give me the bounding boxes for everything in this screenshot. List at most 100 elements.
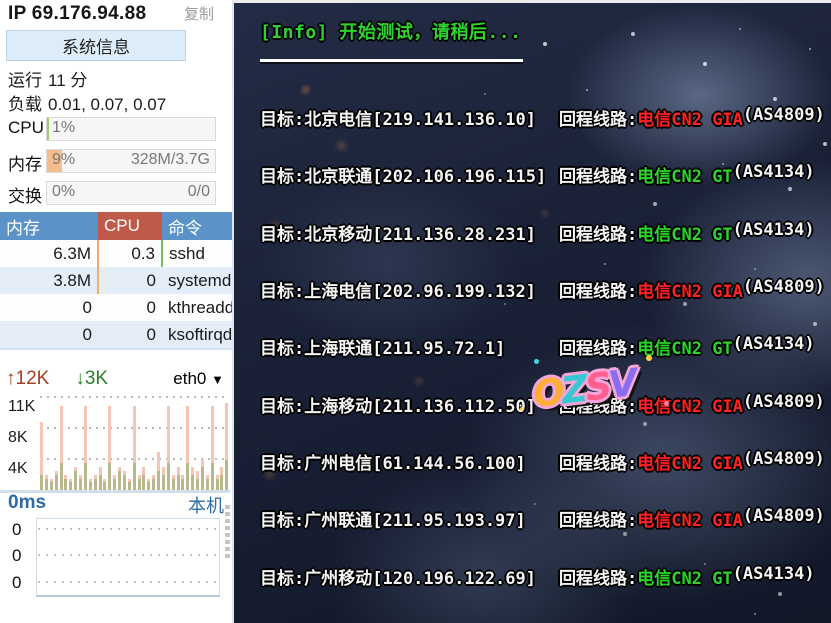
process-cpu: 0 (98, 294, 162, 321)
memory-meter-label: 内存 (8, 155, 42, 174)
ping-host-selector[interactable]: 本机 (188, 496, 224, 516)
route-value: 电信CN2 GIA (637, 453, 743, 474)
ping-plot-area (36, 518, 220, 597)
traffic-bar (118, 396, 121, 490)
swap-meter: 交换 0% 0/0 (0, 181, 232, 206)
result-row: 目标:北京移动[211.136.28.231] 回程线路: 电信CN2 GT (AS… (260, 204, 827, 261)
route-value: 电信CN2 GT (637, 339, 733, 360)
traffic-bar (210, 396, 214, 490)
watermark-sparkle (664, 401, 669, 406)
route-text: 回程线路: 电信CN2 GT (AS4134) (559, 162, 815, 187)
route-asn: (AS4809) (742, 506, 825, 527)
process-row: 6.3M 0.3 sshd (0, 240, 266, 267)
process-row: 0 0 kthreadd (0, 294, 266, 321)
traffic-bar (181, 396, 185, 490)
system-info-button[interactable]: 系统信息 (6, 30, 186, 61)
route-asn: (AS4809) (742, 277, 825, 298)
traffic-bar (215, 396, 219, 490)
uptime-line: 运行 11 分 (8, 66, 87, 91)
route-asn: (AS4134) (732, 219, 815, 240)
traffic-bar (171, 396, 175, 490)
route-label: 回程线路: (559, 339, 638, 360)
gridline (38, 581, 218, 583)
result-row: 目标:上海移动[211.136.112.50] 回程线路: 电信CN2 GIA (A… (260, 375, 827, 432)
cpu-meter-fill (47, 118, 50, 140)
terminal-rows: 目标:北京电信[219.141.136.10] 回程线路: 电信CN2 GIA (A… (260, 89, 827, 605)
server-ip: IP 69.176.94.88 (8, 3, 147, 24)
traffic-bar (220, 396, 224, 490)
traffic-bar (64, 396, 68, 490)
target-text: 目标:广州电信[61.144.56.100] (260, 453, 526, 474)
load-value: 0.01, 0.07, 0.07 (48, 95, 167, 114)
terminal-output: [Info] 开始测试，请稍后... 目标:北京电信[219.141.136.1… (232, 0, 831, 623)
ping-axis-label: 0 (12, 520, 22, 539)
route-asn: (AS4134) (732, 563, 815, 584)
traffic-bar (200, 396, 204, 490)
route-value: 电信CN2 GT (637, 568, 733, 589)
uptime-value: 11 分 (48, 71, 88, 90)
route-asn: (AS4809) (742, 105, 825, 126)
target-text: 目标:北京电信[219.141.136.10] (260, 110, 536, 131)
traffic-bar (44, 396, 48, 490)
traffic-bar (225, 396, 229, 490)
monitor-sidebar: IP 69.176.94.88 复制 系统信息 运行 11 分 负载 0.01, 0… (0, 0, 266, 623)
traffic-bar (186, 396, 190, 490)
route-asn: (AS4134) (732, 334, 815, 355)
gridline (38, 554, 218, 556)
route-value: 电信CN2 GIA (637, 110, 743, 131)
process-table: 内存 CPU 命令 6.3M 0.3 sshd 3.8M 0 systemd 0… (0, 212, 266, 350)
upload-rate: ↑12K (6, 368, 50, 389)
traffic-bar (98, 396, 102, 490)
process-row: 3.8M 0 systemd (0, 267, 266, 294)
ping-axis-label: 0 (12, 573, 22, 592)
watermark-sparkle (646, 355, 652, 361)
cpu-meter: CPU 1% (0, 117, 232, 141)
process-cpu: 0.3 (98, 240, 163, 267)
process-memory: 3.8M (0, 267, 99, 294)
column-header-memory: 内存 (0, 212, 98, 240)
copy-ip-button[interactable]: 复制 (183, 6, 214, 23)
cpu-meter-bar: 1% (46, 117, 216, 141)
process-memory: 0 (0, 294, 98, 321)
memory-meter-detail: 328M/3.7G (130, 151, 210, 168)
watermark-sparkle (520, 407, 524, 411)
traffic-bar (147, 396, 151, 490)
route-asn: (AS4809) (742, 448, 825, 469)
target-text: 目标:上海移动[211.136.112.50] (260, 396, 536, 417)
memory-meter: 内存 9% 328M/3.7G (0, 149, 232, 174)
traffic-bar (103, 396, 107, 490)
route-asn: (AS4809) (742, 391, 825, 412)
sidebar-scrollbar[interactable] (225, 505, 231, 561)
route-label: 回程线路: (559, 568, 638, 589)
traffic-bar (157, 396, 160, 490)
process-table-header: 内存 CPU 命令 (0, 212, 266, 240)
memory-meter-bar: 9% 328M/3.7G (46, 149, 216, 173)
target-text: 目标:广州移动[120.196.122.69] (260, 568, 536, 589)
target-text: 目标:广州联通[211.95.193.97] (260, 511, 526, 532)
result-row: 目标:上海联通[211.95.72.1] 回程线路: 电信CN2 GT (AS413… (260, 318, 827, 375)
route-text: 回程线路: 电信CN2 GIA (AS4809) (559, 449, 825, 474)
traffic-bar (127, 396, 131, 490)
traffic-bar (152, 396, 156, 490)
swap-meter-percent: 0% (52, 183, 76, 200)
swap-meter-bar: 0% 0/0 (46, 181, 216, 205)
chevron-down-icon: ▼ (211, 372, 224, 387)
route-text: 回程线路: 电信CN2 GT (AS4134) (559, 220, 815, 245)
gridline (40, 396, 228, 398)
net-axis-label: 4K (8, 460, 28, 477)
traffic-bar (79, 396, 82, 490)
result-row: 目标:广州移动[120.196.122.69] 回程线路: 电信CN2 GT (AS… (260, 547, 827, 604)
result-row: 目标:北京联通[202.106.196.115] 回程线路: 电信CN2 GT (A… (260, 146, 827, 203)
column-header-cpu: CPU (98, 212, 162, 240)
ip-row: IP 69.176.94.88 复制 (8, 3, 224, 25)
traffic-bar (40, 396, 43, 490)
cpu-meter-percent: 1% (52, 119, 76, 136)
result-row: 目标:上海电信[202.96.199.132] 回程线路: 电信CN2 GIA (A… (260, 261, 827, 318)
traffic-bar (59, 396, 63, 490)
ping-axis-label: 0 (12, 546, 22, 565)
ping-latency: 0ms (8, 492, 47, 513)
target-text: 目标:上海联通[211.95.72.1] (260, 339, 506, 360)
interface-selector[interactable]: eth0 ▼ (173, 369, 224, 389)
traffic-bar (108, 396, 112, 490)
process-cpu: 0 (98, 267, 162, 294)
